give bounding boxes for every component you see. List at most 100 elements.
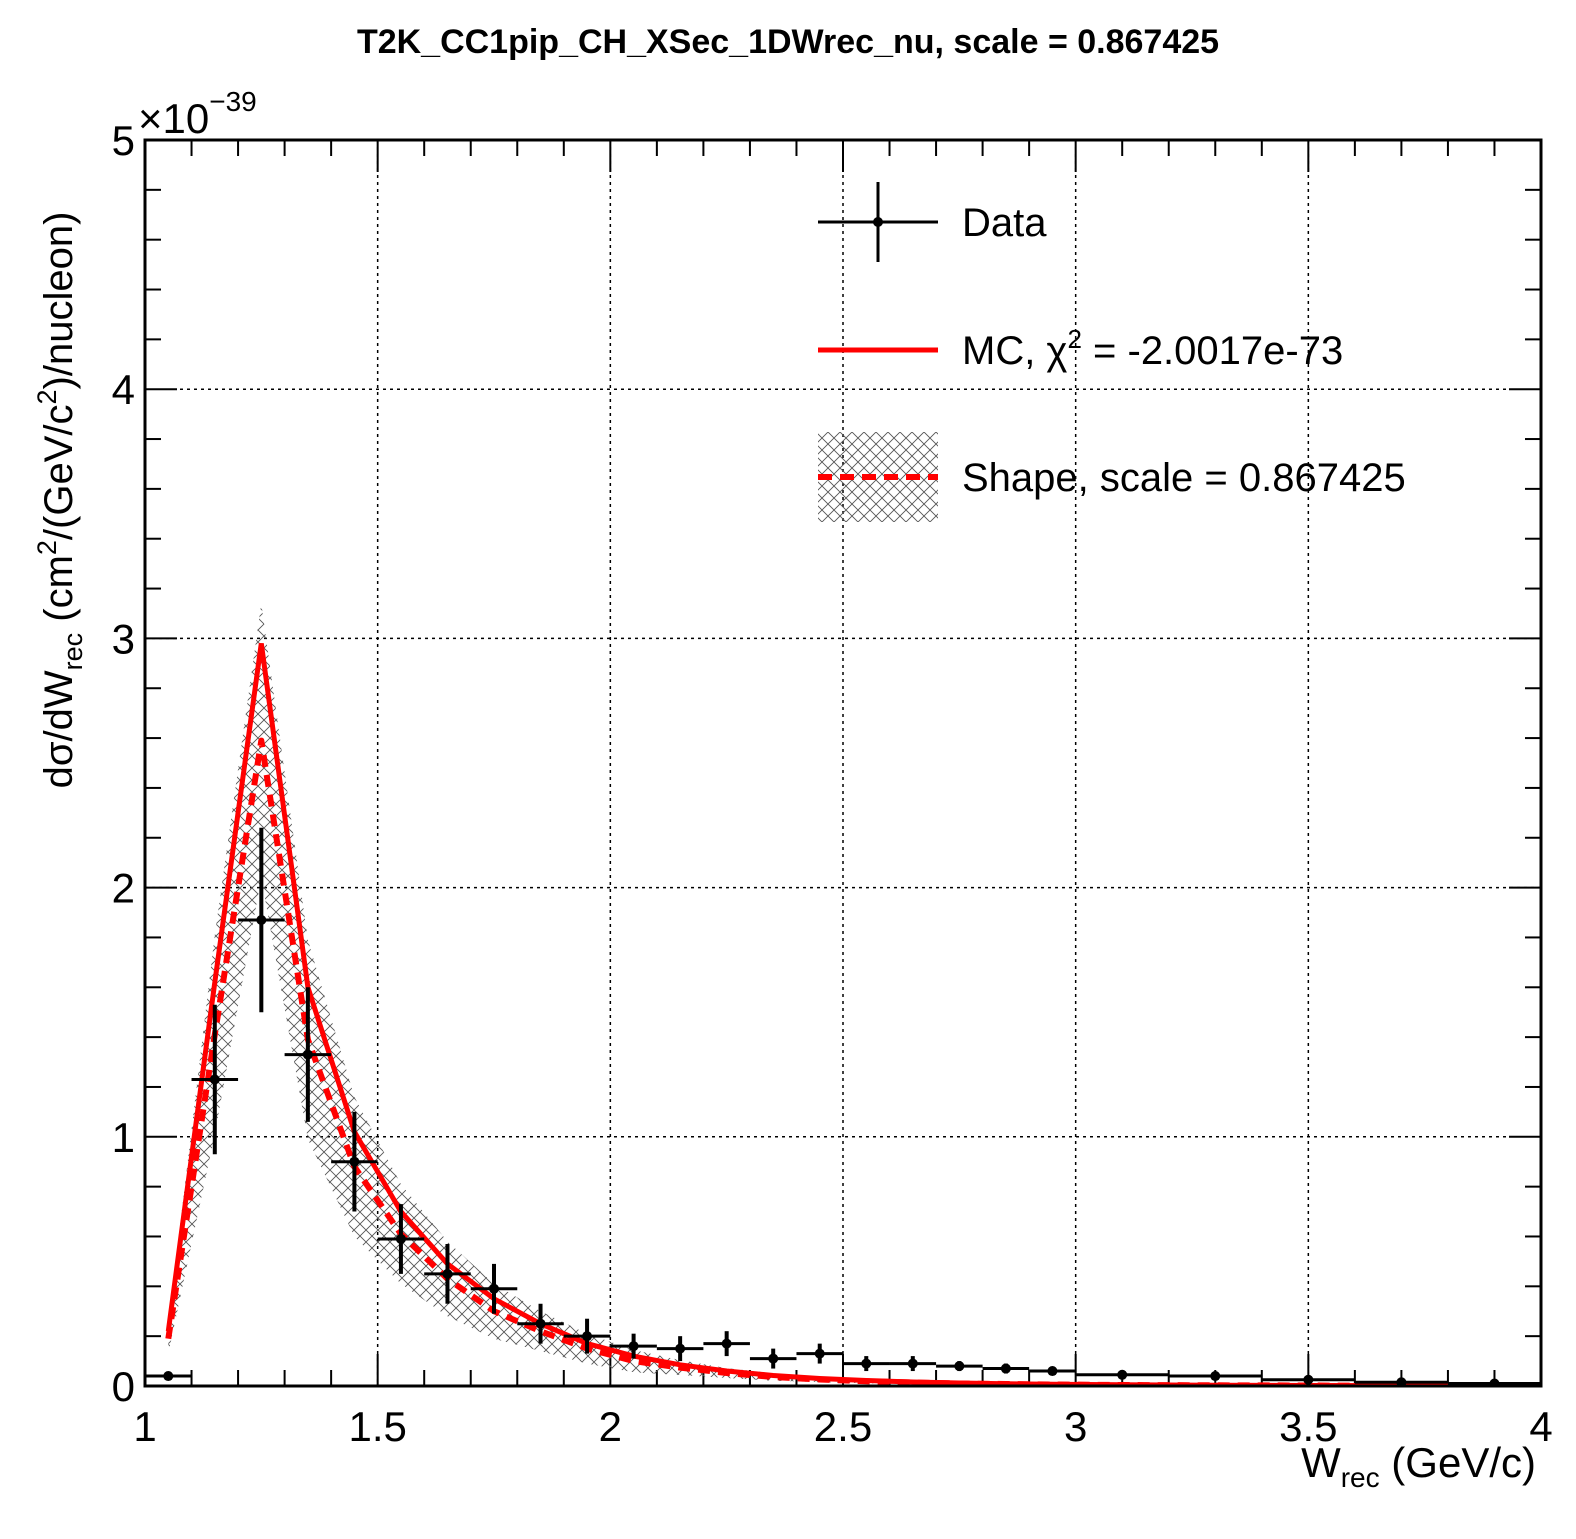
- data-point-marker: [163, 1371, 174, 1382]
- data-point-marker: [489, 1283, 499, 1294]
- data-point: [1447, 1378, 1541, 1386]
- data-point-marker: [954, 1361, 965, 1372]
- data-point: [889, 1356, 937, 1372]
- data-point: [1261, 1374, 1355, 1385]
- shape-uncertainty-band: [168, 603, 1495, 1386]
- legend-entry-shape: Shape, scale = 0.867425: [818, 432, 1406, 522]
- mc-series-line: [165, 643, 1495, 1386]
- data-point: [749, 1348, 797, 1369]
- y-multiplier-exponent: −39: [209, 86, 257, 117]
- y-axis-label-sub: rec: [58, 633, 88, 671]
- plot-frame: [143, 138, 1543, 1388]
- data-point: [517, 1303, 564, 1344]
- data-point-marker: [1210, 1371, 1221, 1382]
- x-axis-label: Wrec (GeV/c): [1301, 1439, 1536, 1493]
- data-point-marker: [1047, 1366, 1058, 1377]
- y-axis-label: dσ/dWrec (cm2/(GeV/c2)/nucleon): [32, 212, 88, 789]
- legend-label-data: Data: [962, 201, 1047, 245]
- y-axis-label-sup1: 2: [32, 540, 62, 555]
- data-point: [238, 827, 285, 1013]
- data-point-marker: [675, 1343, 686, 1354]
- data-point-marker: [535, 1318, 546, 1329]
- data-point-marker: [1303, 1374, 1314, 1385]
- data-point: [1029, 1366, 1076, 1377]
- data-point: [1168, 1371, 1262, 1382]
- chart-title: T2K_CC1pip_CH_XSec_1DWrec_nu, scale = 0.…: [357, 23, 1219, 61]
- data-point: [703, 1331, 750, 1357]
- data-point: [470, 1263, 518, 1314]
- y-axis-label-sup2: 2: [32, 389, 62, 404]
- data-point-marker: [1117, 1369, 1128, 1380]
- data-point: [331, 1111, 378, 1212]
- data-point-marker: [1396, 1377, 1407, 1386]
- x-tick-labels: 1 1.5 2 2.5 3 3.5 4: [133, 1403, 1552, 1450]
- series: [165, 643, 1495, 1386]
- x-tick-label: 1.5: [348, 1403, 406, 1450]
- data-point-marker: [256, 914, 267, 925]
- data-point-marker: [814, 1348, 825, 1359]
- data-point: [843, 1356, 890, 1372]
- y-multiplier-base: ×10: [138, 95, 209, 142]
- y-tick-label: 4: [112, 366, 135, 413]
- x-axis-label-sub: rec: [1341, 1462, 1380, 1493]
- data-point-marker: [628, 1341, 639, 1352]
- data-point: [796, 1343, 843, 1364]
- y-tick-labels: 0 1 2 3 4 5: [112, 117, 135, 1410]
- data-point: [145, 1371, 192, 1382]
- x-tick-label: 3.5: [1279, 1403, 1337, 1450]
- y-axis-label-part2: (cm: [37, 555, 81, 633]
- data-point: [1075, 1369, 1169, 1380]
- x-tick-label: 2.5: [814, 1403, 872, 1450]
- legend-label-mc-post: = -2.0017e-73: [1082, 329, 1343, 373]
- y-multiplier: ×10−39: [138, 86, 257, 142]
- y-tick-label: 5: [112, 117, 135, 164]
- data-point: [936, 1361, 983, 1372]
- data-point: [284, 987, 332, 1122]
- data-points: [145, 827, 1541, 1386]
- data-point: [656, 1336, 704, 1362]
- legend-label-mc-pre: MC, χ: [962, 329, 1067, 373]
- x-axis-label-unit: (GeV/c): [1380, 1439, 1536, 1486]
- x-tick-label: 4: [1529, 1403, 1552, 1450]
- y-tick-label: 1: [112, 1114, 135, 1161]
- y-tick-label: 0: [112, 1363, 135, 1410]
- data-point-marker: [582, 1331, 593, 1342]
- data-point-marker: [395, 1233, 406, 1244]
- data-point-marker: [721, 1338, 732, 1349]
- data-point-marker: [349, 1156, 360, 1167]
- axis-ticks: [144, 139, 1542, 1387]
- y-axis-label-part3: /(GeV/c: [37, 404, 81, 540]
- data-point-marker: [907, 1358, 918, 1369]
- data-point-marker: [442, 1268, 453, 1279]
- y-tick-label: 3: [112, 615, 135, 662]
- data-point-marker: [768, 1353, 779, 1364]
- data-point-marker: [1000, 1363, 1011, 1374]
- x-tick-label: 1: [133, 1403, 156, 1450]
- data-point: [1354, 1377, 1448, 1386]
- x-tick-label: 2: [599, 1403, 622, 1450]
- data-point-marker: [209, 1074, 220, 1085]
- legend-label-mc: MC, χ2 = -2.0017e-73: [962, 324, 1343, 373]
- data-point-marker: [1489, 1378, 1500, 1386]
- y-axis-label-part4: )/nucleon): [37, 212, 81, 390]
- shape-band-area: [168, 603, 1495, 1386]
- data-point: [982, 1363, 1030, 1374]
- x-axis-label-main: W: [1301, 1439, 1341, 1486]
- data-point-marker: [861, 1358, 872, 1369]
- data-point: [424, 1243, 471, 1304]
- grid: [145, 140, 1541, 1386]
- x-tick-label: 3: [1064, 1403, 1087, 1450]
- data-point: [377, 1204, 425, 1274]
- legend: Data MC, χ2 = -2.0017e-73 Shape, scale =…: [818, 182, 1406, 522]
- data-point: [191, 1004, 239, 1155]
- data-point-marker: [302, 1049, 313, 1060]
- y-axis-label-part1: dσ/dW: [37, 670, 81, 788]
- y-tick-label: 2: [112, 865, 135, 912]
- data-point: [563, 1318, 611, 1354]
- legend-entry-mc: MC, χ2 = -2.0017e-73: [818, 324, 1343, 373]
- data-point: [610, 1333, 657, 1359]
- legend-label-mc-sup: 2: [1067, 324, 1081, 354]
- legend-data-marker: [873, 217, 883, 227]
- legend-label-shape: Shape, scale = 0.867425: [962, 456, 1406, 500]
